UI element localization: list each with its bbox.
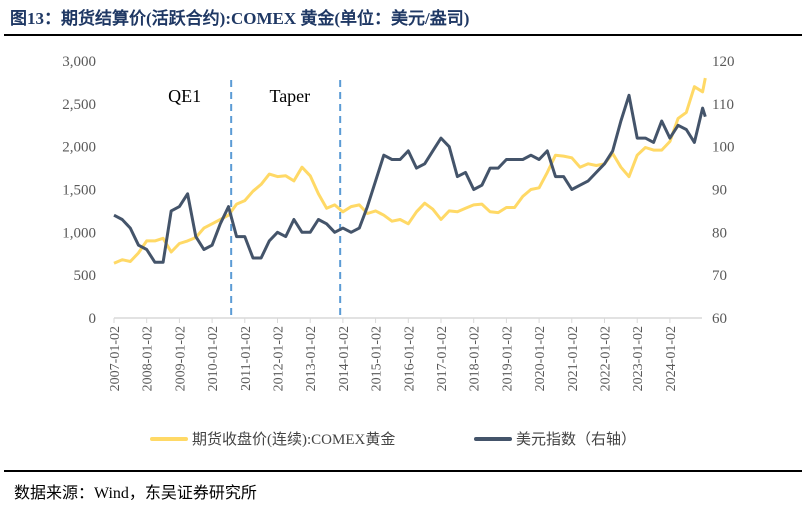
x-tick-label: 2015-01-02	[370, 326, 385, 391]
x-tick-label: 2018-01-02	[468, 326, 483, 391]
y-left-tick-label: 2,500	[62, 97, 96, 113]
x-tick-label: 2012-01-02	[272, 326, 287, 391]
x-tick-label: 2008-01-02	[141, 326, 156, 391]
gold-price-line	[113, 77, 707, 265]
y-right-tick-label: 120	[712, 54, 735, 70]
x-tick-label: 2024-01-02	[664, 326, 679, 391]
x-tick-label: 2020-01-02	[533, 326, 548, 391]
x-tick-label: 2007-01-02	[108, 326, 123, 391]
y-right-tick-label: 80	[712, 225, 727, 241]
x-tick-label: 2014-01-02	[337, 326, 352, 391]
y-left-tick-label: 1,000	[62, 225, 96, 241]
chart: 0 500 1,000 1,500 2,000 2,500 3,000 60 70 80 90 100…	[62, 54, 735, 391]
x-tick-label: 2022-01-02	[599, 326, 614, 391]
y-right-tick-label: 60	[712, 311, 727, 327]
legend-swatch-dxy	[474, 436, 512, 441]
dollar-index-line	[113, 93, 707, 264]
x-tick-label: 2011-01-02	[239, 326, 254, 391]
y-left-tick-label: 3,000	[62, 54, 96, 70]
annotation-label: QE1	[168, 86, 201, 106]
legend-item-gold: 期货收盘价(连续):COMEX黄金	[150, 428, 395, 449]
x-tick-label: 2013-01-02	[304, 326, 319, 391]
x-tick-label: 2021-01-02	[566, 326, 581, 391]
y-left-tick-label: 0	[89, 311, 97, 327]
y-left-tick-label: 2,000	[62, 140, 96, 156]
x-tick-label: 2016-01-02	[402, 326, 417, 391]
x-tick-label: 2019-01-02	[500, 326, 515, 391]
source-note: 数据来源：Wind，东吴证券研究所	[14, 485, 257, 502]
y-right-tick-label: 110	[712, 97, 734, 113]
x-tick-label: 2009-01-02	[173, 326, 188, 391]
title-divider	[4, 34, 802, 36]
x-tick-label: 2023-01-02	[631, 326, 646, 391]
y-right-tick-label: 90	[712, 183, 727, 199]
legend-label-gold: 期货收盘价(连续):COMEX黄金	[192, 432, 396, 448]
legend-swatch-gold	[150, 436, 188, 441]
x-tick-label: 2010-01-02	[206, 326, 221, 391]
legend-item-dxy: 美元指数（右轴）	[474, 428, 636, 449]
x-tick-label: 2017-01-02	[435, 326, 450, 391]
y-left-tick-label: 500	[74, 268, 97, 284]
y-right-tick-label: 70	[712, 268, 727, 284]
y-right-tick-label: 100	[712, 140, 735, 156]
legend-label-dxy: 美元指数（右轴）	[516, 432, 637, 448]
chart-title: 图13：期货结算价(活跃合约):COMEX 黄金(单位：美元/盎司)	[10, 9, 470, 28]
source-divider	[4, 470, 802, 472]
y-left-tick-label: 1,500	[62, 183, 96, 199]
annotation-label: Taper	[269, 86, 310, 106]
